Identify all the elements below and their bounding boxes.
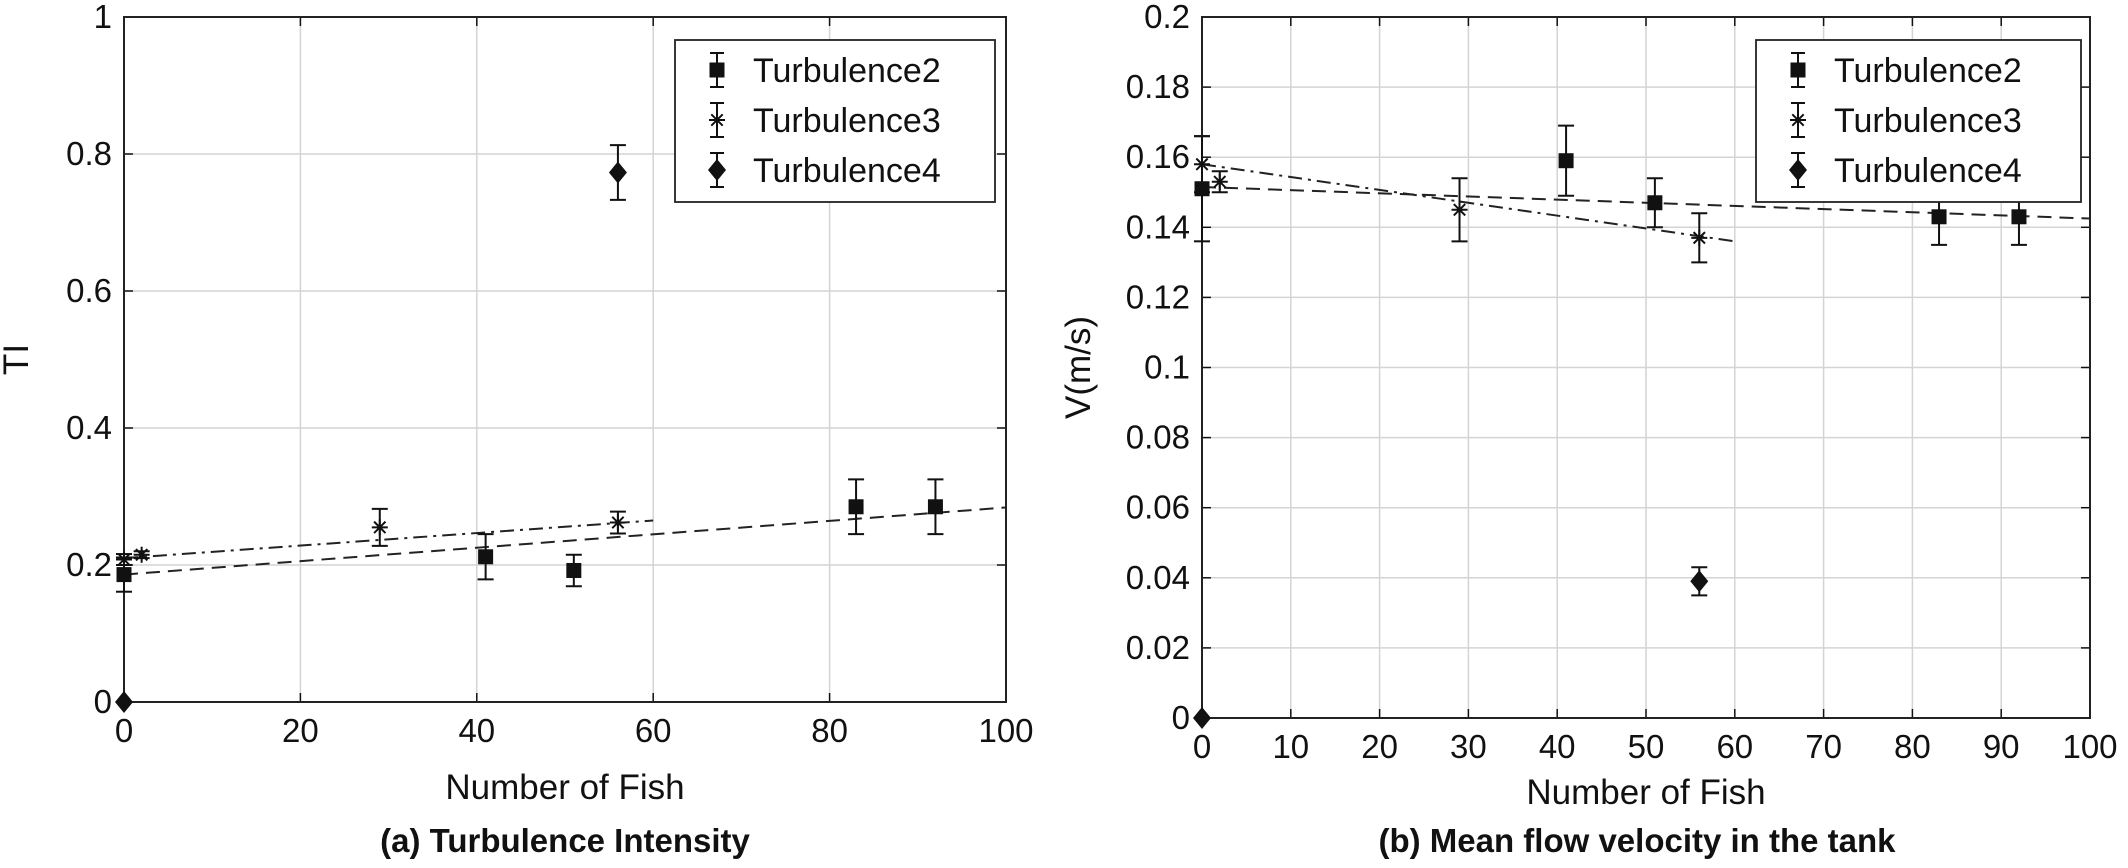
y-tick-label: 0.14 xyxy=(1126,208,1190,245)
y-tick-label: 0 xyxy=(94,683,112,720)
y-tick-label: 0.04 xyxy=(1126,559,1190,596)
legend-marker-turbulence2 xyxy=(709,62,725,78)
legend-box xyxy=(1755,39,2082,203)
data-point-turbulence4 xyxy=(608,161,627,184)
y-tick-label: 0.02 xyxy=(1126,629,1190,666)
x-tick-label: 40 xyxy=(1539,728,1576,765)
legend-marker-turbulence4 xyxy=(1789,159,1807,181)
y-tick-label: 0.2 xyxy=(1144,0,1190,35)
data-point-turbulence3 xyxy=(371,519,388,536)
legend-label: Turbulence2 xyxy=(1834,52,2022,90)
legend-label: Turbulence4 xyxy=(753,152,941,190)
y-tick-label: 0.18 xyxy=(1126,68,1190,105)
data-point-turbulence3 xyxy=(1211,173,1228,190)
trendline-turbulence3 xyxy=(1201,163,1735,243)
plot-area-frame xyxy=(1201,16,2091,719)
x-tick-label: 40 xyxy=(458,712,495,749)
legend-marker-turbulence3 xyxy=(709,112,725,128)
x-tick-label: 80 xyxy=(1894,728,1931,765)
data-point-turbulence2 xyxy=(927,499,943,515)
panel-turbulence-intensity: 0 20 40 60 80 100 0 0.2 0.4 0.6 0.8 1 Number of Fish… xyxy=(0,0,1034,859)
figure-caption: (a) Turbulence Intensity xyxy=(380,822,750,859)
data-point-turbulence2 xyxy=(848,499,864,515)
x-tick-label: 0 xyxy=(1193,728,1211,765)
data-point-turbulence2 xyxy=(566,562,582,578)
legend-label: Turbulence2 xyxy=(753,52,941,90)
trendline-turbulence2 xyxy=(1201,185,2091,220)
y-tick-label: 0.06 xyxy=(1126,489,1190,526)
data-point-turbulence3 xyxy=(609,514,626,531)
y-axis-label: V(m/s) xyxy=(1059,316,1098,419)
data-point-turbulence3 xyxy=(1691,229,1708,246)
legend-marker-turbulence2 xyxy=(1790,62,1806,78)
data-point-turbulence2 xyxy=(1647,195,1663,211)
y-tick-label: 0.16 xyxy=(1126,138,1190,175)
x-tick-label: 30 xyxy=(1450,728,1487,765)
legend-box xyxy=(674,39,996,203)
legend-marker-turbulence3 xyxy=(1790,112,1806,128)
data-point-turbulence2 xyxy=(478,549,494,565)
y-tick-label: 0.6 xyxy=(66,272,112,309)
y-tick-label: 0 xyxy=(1172,699,1190,736)
y-axis-label: TI xyxy=(0,344,36,375)
y-tick-label: 0.4 xyxy=(66,409,112,446)
x-tick-label: 0 xyxy=(115,712,133,749)
y-tick-label: 0.2 xyxy=(66,546,112,583)
y-tick-label: 0.08 xyxy=(1126,419,1190,456)
x-tick-label: 50 xyxy=(1628,728,1665,765)
x-tick-label: 60 xyxy=(635,712,672,749)
trendline-turbulence2 xyxy=(123,506,1007,576)
data-point-turbulence2 xyxy=(2011,209,2027,225)
x-tick-label: 10 xyxy=(1272,728,1309,765)
x-tick-label: 20 xyxy=(1361,728,1398,765)
data-point-turbulence4 xyxy=(1193,707,1211,729)
x-tick-label: 100 xyxy=(2062,728,2117,765)
x-tick-label: 80 xyxy=(811,712,848,749)
data-point-turbulence2 xyxy=(1931,209,1947,225)
data-point-turbulence2 xyxy=(1558,153,1574,169)
legend-label: Turbulence4 xyxy=(1834,152,2022,190)
plot-area-frame xyxy=(123,16,1007,703)
data-point-turbulence3 xyxy=(1194,156,1210,173)
data-point-turbulence4 xyxy=(115,691,133,713)
y-tick-label: 0.8 xyxy=(66,135,112,172)
panel-mean-flow-velocity: 0 10 20 30 40 50 60 70 80 90 100 0 0.02 0.04 0.06 0.08 0… xyxy=(1059,0,2118,859)
legend-label: Turbulence3 xyxy=(1834,102,2022,140)
data-point-turbulence4 xyxy=(1690,570,1709,593)
data-point-turbulence3 xyxy=(1451,201,1468,218)
x-tick-label: 60 xyxy=(1716,728,1753,765)
figure-caption: (b) Mean flow velocity in the tank xyxy=(1378,822,1896,859)
legend-marker-turbulence4 xyxy=(708,159,726,181)
y-tick-label: 0.12 xyxy=(1126,278,1190,315)
data-point-turbulence3 xyxy=(133,546,150,563)
data-point-turbulence2 xyxy=(116,567,132,583)
trendline-turbulence3 xyxy=(123,519,654,560)
y-tick-label: 0.1 xyxy=(1144,349,1190,386)
x-tick-label: 70 xyxy=(1805,728,1842,765)
x-tick-label: 90 xyxy=(1983,728,2020,765)
y-tick-label: 1 xyxy=(94,0,112,35)
data-point-turbulence3 xyxy=(116,551,132,568)
x-axis-label: Number of Fish xyxy=(1526,773,1765,812)
x-tick-label: 100 xyxy=(978,712,1033,749)
x-axis-label: Number of Fish xyxy=(445,768,684,807)
legend-label: Turbulence3 xyxy=(753,102,941,140)
x-tick-label: 20 xyxy=(282,712,319,749)
